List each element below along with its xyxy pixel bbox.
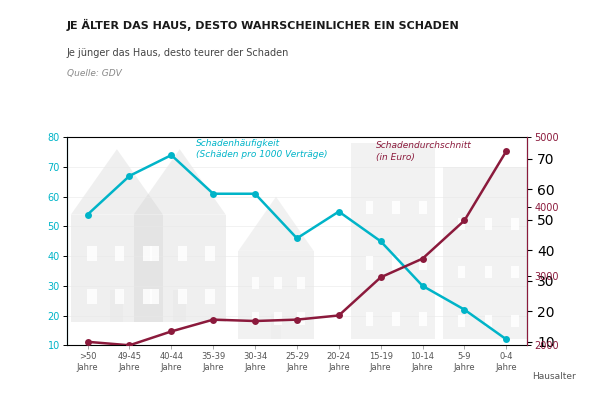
- Text: JE ÄLTER DAS HAUS, DESTO WAHRSCHEINLICHER EIN SCHADEN: JE ÄLTER DAS HAUS, DESTO WAHRSCHEINLICHE…: [67, 19, 459, 31]
- Bar: [87, 289, 96, 304]
- Bar: [252, 312, 259, 325]
- Text: Hausalter: Hausalter: [532, 372, 576, 381]
- Bar: [365, 201, 373, 215]
- Bar: [205, 289, 215, 304]
- Bar: [419, 256, 427, 270]
- Bar: [393, 201, 400, 215]
- Bar: [458, 266, 465, 278]
- Text: Je jünger das Haus, desto teurer der Schaden: Je jünger das Haus, desto teurer der Sch…: [67, 48, 289, 58]
- Bar: [297, 277, 305, 290]
- Bar: [485, 315, 492, 327]
- Bar: [365, 312, 373, 326]
- Bar: [444, 167, 527, 339]
- Bar: [173, 290, 186, 322]
- Text: Quelle: GDV: Quelle: GDV: [67, 69, 121, 78]
- Bar: [511, 315, 519, 327]
- Bar: [110, 290, 124, 322]
- Bar: [393, 256, 400, 270]
- Bar: [178, 289, 187, 304]
- Bar: [419, 201, 427, 215]
- Bar: [134, 215, 226, 322]
- Bar: [71, 215, 163, 322]
- Bar: [485, 266, 492, 278]
- Polygon shape: [238, 197, 314, 251]
- Bar: [87, 246, 96, 261]
- Bar: [419, 312, 427, 326]
- Bar: [351, 143, 435, 339]
- Bar: [142, 289, 152, 304]
- Bar: [511, 218, 519, 230]
- Bar: [178, 246, 187, 261]
- Bar: [393, 312, 400, 326]
- Polygon shape: [134, 149, 226, 215]
- Bar: [252, 277, 259, 290]
- Bar: [297, 312, 305, 325]
- Bar: [205, 246, 215, 261]
- Bar: [458, 218, 465, 230]
- Text: Schadenhäufigkeit
(Schäden pro 1000 Verträge): Schadenhäufigkeit (Schäden pro 1000 Vert…: [196, 139, 327, 159]
- Bar: [365, 256, 373, 270]
- Bar: [271, 314, 281, 339]
- Bar: [458, 315, 465, 327]
- Bar: [115, 246, 124, 261]
- Bar: [115, 289, 124, 304]
- Text: Schadendurchschnitt
(in Euro): Schadendurchschnitt (in Euro): [376, 141, 471, 161]
- Bar: [150, 289, 159, 304]
- Bar: [142, 246, 152, 261]
- Bar: [238, 251, 314, 339]
- Bar: [485, 218, 492, 230]
- Bar: [511, 266, 519, 278]
- Bar: [275, 312, 282, 325]
- Bar: [150, 246, 159, 261]
- Polygon shape: [71, 149, 163, 215]
- Bar: [275, 277, 282, 290]
